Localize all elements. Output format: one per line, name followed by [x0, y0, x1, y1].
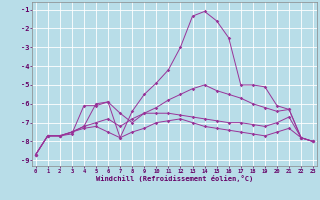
X-axis label: Windchill (Refroidissement éolien,°C): Windchill (Refroidissement éolien,°C): [96, 175, 253, 182]
